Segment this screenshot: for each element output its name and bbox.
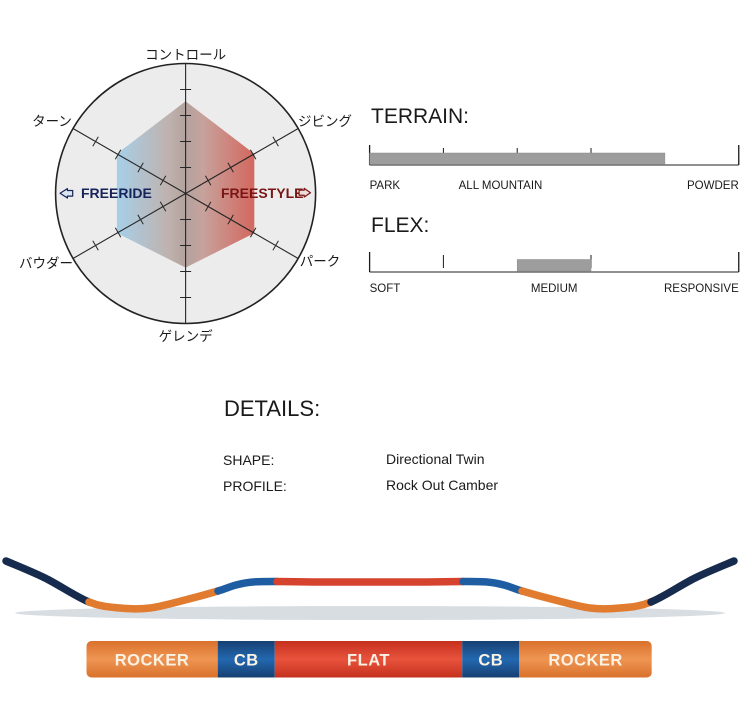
svg-text:ターン: ターン (32, 114, 72, 129)
svg-text:FREESTYLE: FREESTYLE (221, 185, 303, 201)
svg-text:ROCKER: ROCKER (115, 652, 190, 670)
svg-text:FREERIDE: FREERIDE (81, 185, 152, 201)
svg-text:MEDIUM: MEDIUM (531, 283, 578, 295)
svg-text:CB: CB (478, 652, 503, 670)
svg-text:POWDER: POWDER (687, 180, 739, 192)
svg-text:パーク: パーク (300, 254, 341, 269)
svg-text:Directional Twin: Directional Twin (386, 451, 485, 467)
svg-text:RESPONSIVE: RESPONSIVE (664, 283, 739, 295)
svg-text:ゲレンデ: ゲレンデ (159, 328, 213, 344)
svg-text:SHAPE:: SHAPE: (223, 452, 274, 468)
svg-text:Rock Out Camber: Rock Out Camber (386, 477, 498, 493)
svg-text:TERRAIN:: TERRAIN: (371, 105, 469, 128)
svg-text:SOFT: SOFT (370, 283, 401, 295)
svg-text:CB: CB (234, 652, 259, 670)
svg-text:DETAILS:: DETAILS: (224, 396, 320, 421)
svg-text:コントロール: コントロール (145, 48, 226, 63)
svg-text:ジビング: ジビング (298, 114, 352, 129)
svg-text:バウダー: バウダー (19, 256, 73, 271)
svg-text:ROCKER: ROCKER (548, 652, 623, 670)
svg-text:ALL MOUNTAIN: ALL MOUNTAIN (459, 180, 543, 192)
svg-text:FLAT: FLAT (347, 652, 390, 670)
svg-text:PARK: PARK (370, 180, 401, 192)
svg-text:FLEX:: FLEX: (371, 214, 429, 237)
svg-text:PROFILE:: PROFILE: (223, 478, 287, 494)
